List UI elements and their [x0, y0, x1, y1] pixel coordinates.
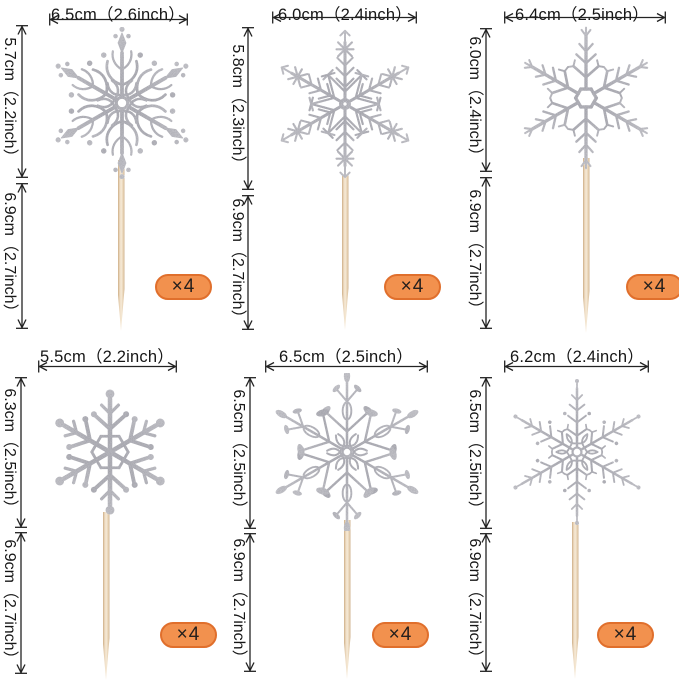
- stick-length-arrow: [243, 533, 257, 672]
- flake-height-arrow: [479, 28, 493, 172]
- quantity-badge: ×4: [372, 622, 429, 648]
- snowflake-graphic: [269, 29, 421, 179]
- toothpick-stick: [342, 175, 349, 330]
- flake-height-arrow: [241, 27, 255, 190]
- width-dimension-label: 6.4cm（2.5inch）: [515, 6, 649, 24]
- toothpick-stick: [583, 158, 590, 333]
- flake-height-arrow: [479, 377, 493, 529]
- stick-length-arrow: [479, 533, 493, 672]
- quantity-badge: ×4: [155, 274, 212, 300]
- width-dimension-label: 6.5cm（2.5inch）: [279, 348, 413, 366]
- snowflake-graphic: [505, 378, 649, 526]
- snowflake-graphic: [268, 373, 426, 531]
- snowflake-graphic: [46, 27, 198, 179]
- toothpick-stick: [103, 512, 110, 680]
- width-dimension-arrow: [265, 360, 428, 373]
- stick-length-arrow: [15, 183, 29, 329]
- width-dimension-arrow: [504, 11, 666, 24]
- snowflake-graphic: [40, 382, 180, 522]
- flake-height-arrow: [15, 25, 29, 178]
- quantity-badge: ×4: [626, 274, 679, 300]
- stick-length-arrow: [14, 532, 28, 674]
- width-dimension-arrow: [272, 11, 417, 24]
- width-dimension-label: 5.5cm（2.2inch）: [40, 348, 174, 366]
- stick-length-arrow: [241, 195, 255, 330]
- snowflake-graphic: [514, 26, 658, 170]
- width-dimension-arrow: [504, 360, 649, 373]
- width-dimension-arrow: [49, 13, 188, 26]
- stick-length-arrow: [479, 177, 493, 329]
- quantity-badge: ×4: [160, 622, 217, 648]
- width-dimension-label: 6.2cm（2.4inch）: [510, 348, 644, 366]
- width-dimension-label: 6.0cm（2.4inch）: [278, 6, 412, 24]
- toothpick-stick: [344, 520, 351, 679]
- toothpick-stick: [572, 522, 579, 679]
- quantity-badge: ×4: [597, 622, 654, 648]
- flake-height-arrow: [14, 377, 28, 528]
- flake-height-arrow: [243, 377, 257, 529]
- quantity-badge: ×4: [384, 274, 441, 300]
- width-dimension-arrow: [38, 360, 177, 373]
- toothpick-stick: [118, 160, 125, 331]
